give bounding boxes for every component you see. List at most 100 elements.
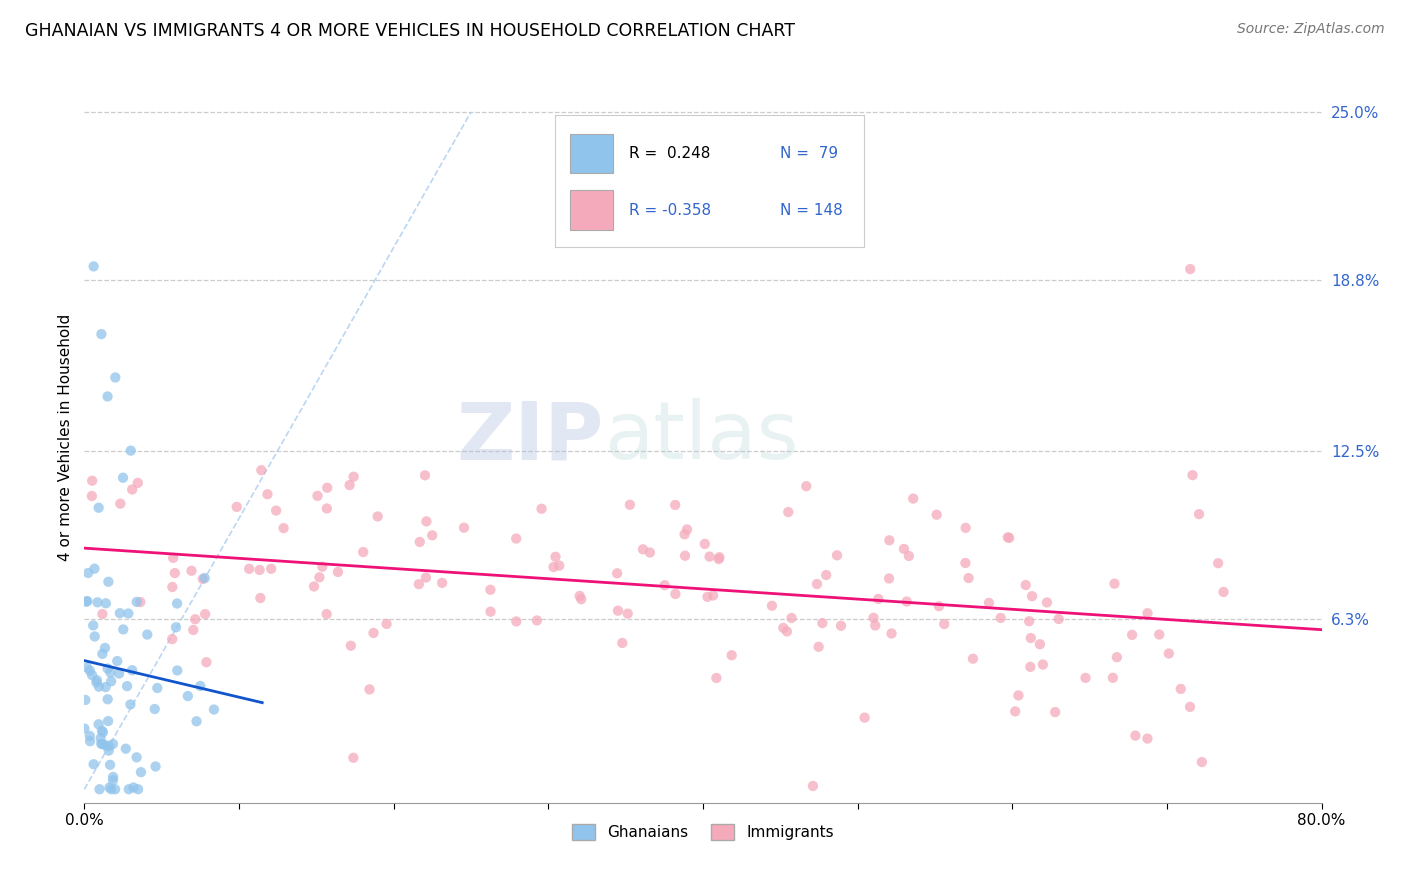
Point	[129, 595, 152, 609]
Point	[160, 632, 183, 646]
Point	[825, 549, 848, 563]
Point	[145, 759, 167, 773]
Point	[897, 549, 920, 563]
Point	[673, 527, 696, 541]
Point	[853, 710, 876, 724]
Point	[693, 537, 716, 551]
Point	[302, 579, 325, 593]
Point	[91, 723, 114, 738]
Point	[1029, 637, 1052, 651]
Point	[256, 487, 278, 501]
Point	[165, 620, 187, 634]
Point	[612, 636, 634, 650]
Point	[794, 479, 817, 493]
Point	[415, 570, 437, 584]
Point	[340, 639, 363, 653]
Point	[359, 682, 381, 697]
Point	[98, 739, 121, 754]
Point	[90, 737, 112, 751]
Point	[184, 612, 207, 626]
Point	[112, 471, 135, 485]
Point	[117, 607, 139, 621]
Point	[815, 568, 838, 582]
Point	[664, 587, 686, 601]
Point	[77, 566, 100, 580]
Point	[801, 779, 824, 793]
Point	[87, 680, 110, 694]
Point	[94, 680, 117, 694]
Point	[97, 692, 120, 706]
Point	[82, 474, 104, 488]
Point	[1021, 589, 1043, 603]
Point	[326, 565, 349, 579]
Point	[1015, 578, 1038, 592]
Point	[101, 737, 124, 751]
Point	[249, 563, 271, 577]
Point	[101, 770, 124, 784]
Point	[1007, 689, 1029, 703]
Point	[1206, 556, 1229, 570]
Point	[1043, 705, 1066, 719]
Point	[806, 577, 828, 591]
Point	[862, 611, 884, 625]
Point	[544, 549, 567, 564]
Point	[98, 780, 121, 795]
Point	[673, 549, 696, 563]
Point	[225, 500, 247, 514]
Point	[638, 545, 661, 559]
Point	[89, 782, 111, 797]
Point	[772, 621, 794, 635]
Point	[375, 616, 398, 631]
Point	[177, 689, 200, 703]
Point	[121, 483, 143, 497]
Point	[195, 655, 218, 669]
Point	[1032, 657, 1054, 672]
Point	[110, 497, 132, 511]
Point	[420, 528, 443, 542]
Point	[90, 731, 112, 746]
Point	[188, 679, 211, 693]
Point	[1121, 628, 1143, 642]
Point	[194, 571, 217, 585]
Point	[955, 556, 977, 570]
Point	[811, 616, 834, 631]
Point	[202, 702, 225, 716]
Point	[76, 594, 98, 608]
Point	[186, 714, 208, 729]
Point	[83, 562, 105, 576]
Point	[1136, 731, 1159, 746]
Point	[702, 589, 724, 603]
Point	[505, 532, 527, 546]
Point	[543, 560, 565, 574]
Point	[101, 773, 124, 788]
Point	[76, 595, 98, 609]
Point	[181, 623, 204, 637]
Point	[73, 722, 96, 736]
Point	[1074, 671, 1097, 685]
Point	[91, 647, 114, 661]
Point	[606, 566, 628, 581]
Point	[125, 595, 148, 609]
Point	[616, 607, 638, 621]
Point	[631, 542, 654, 557]
Point	[1188, 507, 1211, 521]
Point	[163, 566, 186, 580]
Point	[120, 443, 142, 458]
Point	[654, 578, 676, 592]
Point	[146, 681, 169, 695]
Point	[1147, 627, 1170, 641]
Point	[162, 550, 184, 565]
Point	[903, 491, 925, 506]
Point	[830, 619, 852, 633]
Point	[339, 478, 361, 492]
Text: atlas: atlas	[605, 398, 799, 476]
Point	[1105, 650, 1128, 665]
Point	[308, 570, 330, 584]
Point	[114, 741, 136, 756]
Point	[1178, 699, 1201, 714]
Point	[118, 782, 141, 797]
Point	[1019, 631, 1042, 645]
Point	[127, 475, 149, 490]
Point	[121, 663, 143, 677]
Point	[676, 523, 699, 537]
